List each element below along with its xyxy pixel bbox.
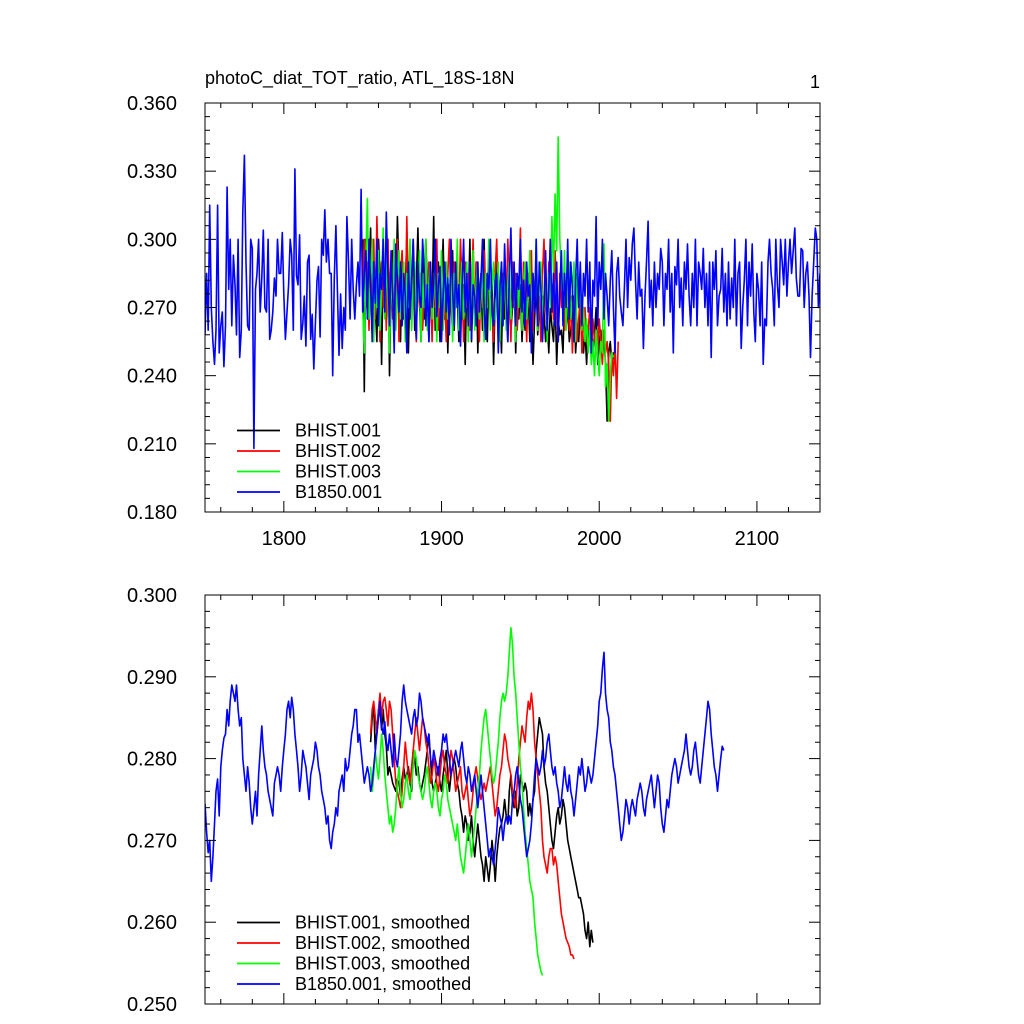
legend-label: BHIST.002, smoothed: [295, 933, 470, 953]
plot-frame: [204, 594, 821, 1005]
series-line-bhist-003: [369, 626, 544, 976]
x-tick-label: 1800: [262, 528, 307, 550]
legend-label: BHIST.002: [295, 441, 381, 461]
x-tick-label: 2000: [577, 528, 622, 550]
chart-title: photoC_diat_TOT_ratio, ATL_18S-18N: [205, 68, 515, 89]
y-tick-label: 0.280: [127, 749, 177, 771]
legend-label: BHIST.001, smoothed: [295, 913, 470, 933]
series-line-bhist-002: [369, 692, 575, 960]
series-line-b1850-001: [205, 154, 820, 450]
y-tick-label: 0.210: [127, 434, 177, 456]
y-tick-label: 0.260: [127, 912, 177, 934]
y-tick-label: 0.300: [127, 585, 177, 607]
x-tick-label: 1900: [419, 528, 464, 550]
panel-label: 1: [810, 72, 820, 92]
legend-label: BHIST.003: [295, 462, 381, 482]
y-tick-label: 0.180: [127, 502, 177, 524]
y-tick-label: 0.270: [127, 830, 177, 852]
legend-label: BHIST.001: [295, 421, 381, 441]
legend-label: B1850.001, smoothed: [295, 974, 471, 994]
y-tick-label: 0.270: [127, 298, 177, 320]
y-tick-label: 0.240: [127, 366, 177, 388]
bottom-panel: 0.250 0.260 0.270 0.280 0.290 0.300 BHIST.001,…: [127, 585, 821, 1016]
series-lines: [205, 136, 820, 450]
legend-label: BHIST.003, smoothed: [295, 954, 470, 974]
y-tick-label: 0.290: [127, 667, 177, 689]
series-line-b1850-001: [205, 651, 725, 883]
y-tick-label: 0.300: [127, 229, 177, 251]
series-lines: [205, 626, 725, 976]
y-tick-label: 0.250: [127, 994, 177, 1016]
legend-label: B1850.001: [295, 482, 382, 502]
y-tick-label: 0.360: [127, 93, 177, 115]
x-tick-label: 2100: [735, 528, 780, 550]
y-tick-label: 0.330: [127, 161, 177, 183]
top-panel: 1800 1900 2000 2100 0.180 0.210 0.240 0.270 0.30…: [127, 93, 821, 550]
